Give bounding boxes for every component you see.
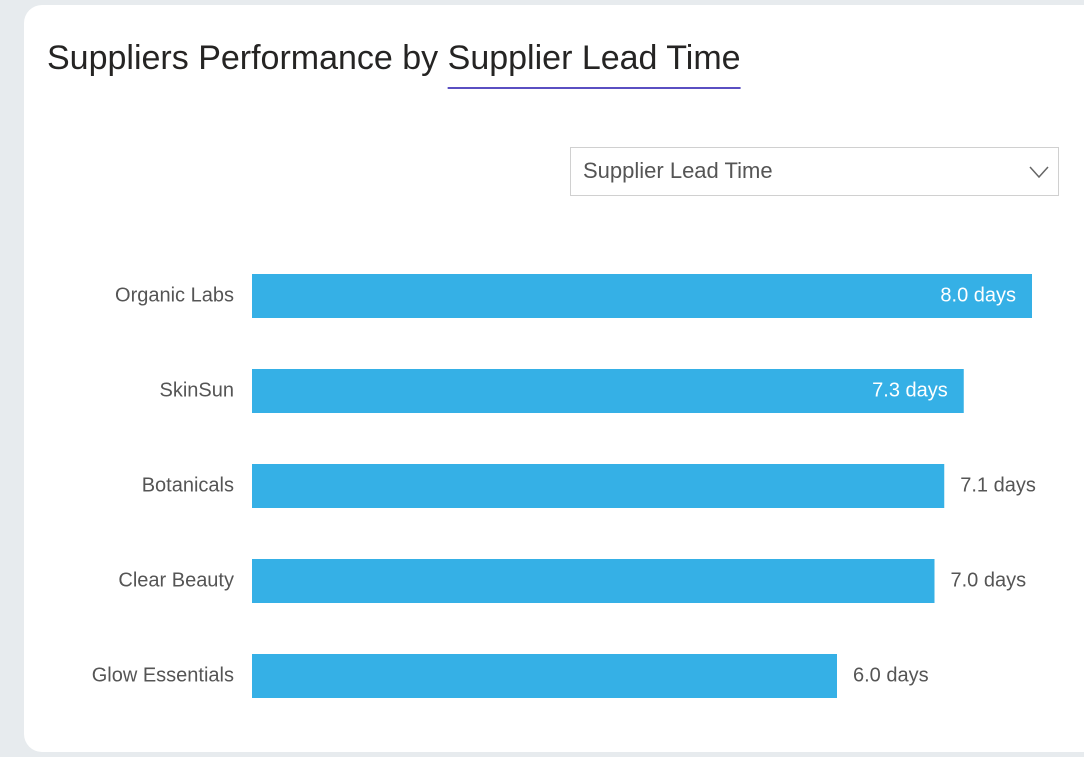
chart-title: Suppliers Performance by Supplier Lead T… — [47, 39, 741, 77]
data-label: 8.0 days — [940, 284, 1016, 306]
y-tick-label: Botanicals — [142, 474, 234, 496]
y-tick-label: Organic Labs — [115, 284, 234, 306]
y-tick-label: SkinSun — [160, 379, 235, 401]
bar — [252, 464, 945, 508]
y-tick-label: Glow Essentials — [92, 664, 234, 686]
data-label: 6.0 days — [853, 664, 929, 686]
data-label: 7.1 days — [960, 474, 1036, 496]
dropdown-chevron — [1029, 166, 1049, 179]
bar — [252, 559, 935, 603]
dropdown[interactable] — [570, 147, 1059, 196]
dropdown-text: Supplier Lead Time — [583, 158, 773, 183]
bar — [252, 274, 1032, 318]
bar — [252, 654, 837, 698]
bar — [252, 369, 964, 413]
data-label: 7.3 days — [872, 379, 948, 401]
y-tick-label: Clear Beauty — [118, 569, 234, 591]
title-metric: Supplier Lead Time — [448, 39, 741, 77]
data-label: 7.0 days — [951, 569, 1027, 591]
title-text: Suppliers Performance by — [47, 39, 438, 77]
